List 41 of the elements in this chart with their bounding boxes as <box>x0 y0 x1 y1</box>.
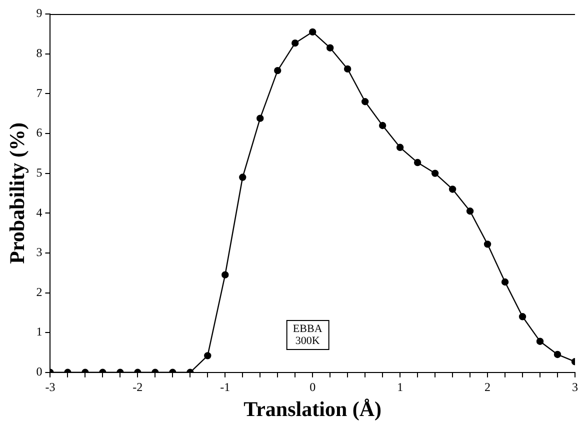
point <box>326 44 334 52</box>
point <box>204 352 212 360</box>
x-tick-label: -1 <box>220 380 230 394</box>
point <box>361 98 369 106</box>
y-tick-label: 9 <box>36 6 42 20</box>
point <box>466 208 474 215</box>
y-tick-label: 3 <box>36 245 42 260</box>
point <box>274 66 282 74</box>
point <box>292 39 299 47</box>
x-tick-label: 3 <box>572 380 578 394</box>
x-tick-label: -2 <box>132 380 143 394</box>
y-tick-label: 5 <box>36 165 42 180</box>
point <box>378 122 386 130</box>
y-tick-label: 0 <box>36 364 42 379</box>
point <box>554 350 562 358</box>
x-tick-label: -3 <box>45 380 56 394</box>
y-tick-label: 2 <box>36 284 42 299</box>
point <box>239 174 246 181</box>
annotation: EBBA 300K <box>286 320 330 350</box>
point <box>448 186 456 193</box>
x-tick-label: 0 <box>310 380 316 394</box>
point <box>484 240 492 248</box>
point <box>536 338 544 345</box>
x-axis-title: Translation (Å) <box>244 396 382 421</box>
point <box>518 313 526 320</box>
y-tick-label: 8 <box>36 46 42 60</box>
point <box>309 28 316 36</box>
point <box>256 114 264 122</box>
point <box>222 271 229 278</box>
y-tick-label: 4 <box>36 205 42 220</box>
x-tick-label: 2 <box>484 380 491 394</box>
point <box>344 65 352 73</box>
y-tick-label: 1 <box>36 324 42 339</box>
point <box>396 144 404 152</box>
point <box>501 278 509 286</box>
point <box>431 170 439 177</box>
y-tick-label: 7 <box>36 86 42 100</box>
y-axis-title: Probability (%) <box>5 122 30 264</box>
point <box>414 158 422 166</box>
y-tick-label: 6 <box>36 126 42 140</box>
x-tick-label: 1 <box>397 380 404 394</box>
